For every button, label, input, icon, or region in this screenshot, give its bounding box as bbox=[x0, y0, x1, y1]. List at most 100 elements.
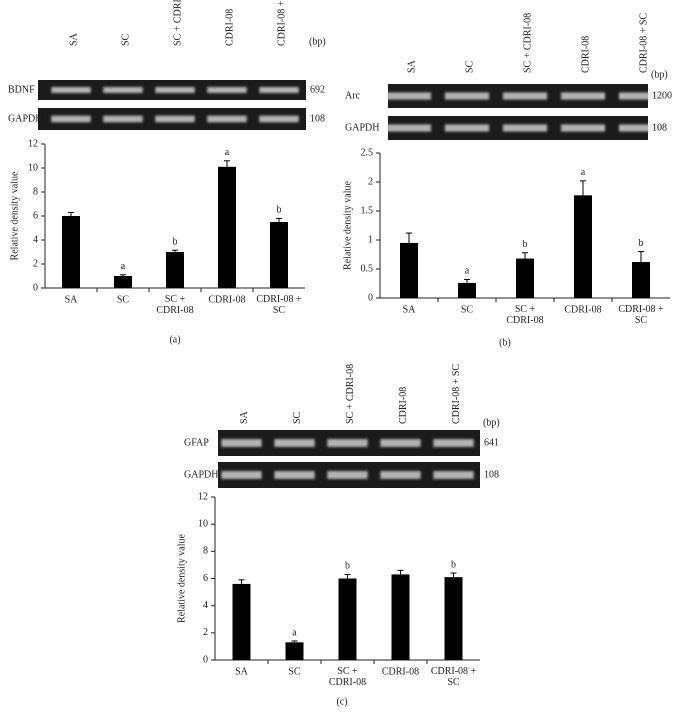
panel: Arc 1200 GAPDH 108 (bp) SA SC SC + CDRI-08 CDRI-… bbox=[342, 13, 672, 349]
gel-band bbox=[221, 471, 262, 479]
bp-label: 108 bbox=[652, 122, 667, 133]
gel-band bbox=[221, 439, 262, 447]
x-tick-label: CDRI-08 bbox=[382, 666, 419, 677]
lane-label: CDRI-08 bbox=[224, 9, 235, 46]
gel-band bbox=[207, 115, 247, 123]
bar bbox=[218, 166, 236, 288]
y-tick-label: 12 bbox=[198, 491, 208, 502]
significance-letter: a bbox=[121, 261, 126, 272]
lane-label: CDRI-08 + SC bbox=[451, 364, 462, 424]
y-tick-label: 0 bbox=[203, 654, 208, 665]
lane-label: CDRI-08 + SC bbox=[638, 13, 649, 73]
gel-band bbox=[327, 471, 368, 479]
lane-label: SC + CDRI-08 bbox=[345, 364, 356, 424]
y-tick-label: 1.5 bbox=[361, 205, 374, 216]
gel-band bbox=[560, 124, 606, 132]
y-tick-label: 2 bbox=[368, 176, 373, 187]
significance-letter: b bbox=[451, 559, 456, 570]
y-tick-label: 10 bbox=[198, 518, 208, 529]
y-axis-label: Relative density value bbox=[9, 171, 20, 260]
bar bbox=[632, 262, 650, 298]
gel-band bbox=[380, 471, 421, 479]
y-tick-label: 12 bbox=[28, 138, 38, 149]
x-tick-label: SC + CDRI-08 bbox=[329, 666, 366, 688]
bp-label: 108 bbox=[310, 113, 325, 124]
gel-label: Arc bbox=[345, 90, 361, 101]
gel-label: GAPDH bbox=[184, 469, 218, 480]
significance-letter: b bbox=[345, 561, 350, 572]
panel-label: (a) bbox=[169, 334, 180, 345]
lane-label: SC + CDRI-08 bbox=[522, 13, 533, 73]
bar bbox=[232, 583, 251, 660]
panel-label: (b) bbox=[499, 337, 511, 348]
bar bbox=[516, 258, 534, 298]
y-axis-label: Relative density value bbox=[342, 181, 353, 270]
y-tick-label: 0 bbox=[33, 282, 38, 293]
y-tick-label: 10 bbox=[28, 162, 38, 173]
significance-letter: b bbox=[639, 238, 644, 249]
x-tick-label: SC bbox=[117, 294, 130, 305]
significance-letter: a bbox=[465, 266, 470, 277]
bar bbox=[391, 574, 410, 660]
gel-label: BDNF bbox=[8, 84, 35, 95]
bar bbox=[338, 578, 357, 660]
y-tick-label: 8 bbox=[33, 186, 38, 197]
lane-label: CDRI-08 bbox=[580, 36, 591, 73]
bar bbox=[574, 195, 592, 298]
bar bbox=[400, 242, 418, 298]
gel-band bbox=[386, 92, 432, 100]
gel-band bbox=[502, 124, 548, 132]
bar bbox=[458, 282, 476, 298]
y-tick-label: 2 bbox=[33, 258, 38, 269]
y-tick-label: 0 bbox=[368, 292, 373, 303]
gel-band bbox=[155, 115, 195, 123]
gel-band bbox=[259, 115, 299, 123]
y-tick-label: 2 bbox=[203, 627, 208, 638]
significance-letter: a bbox=[292, 627, 297, 638]
gel-band bbox=[51, 115, 91, 123]
lane-label: SA bbox=[406, 59, 417, 73]
bp-label: 1200 bbox=[652, 90, 672, 101]
significance-letter: a bbox=[581, 167, 586, 178]
gel-label: GAPDH bbox=[345, 122, 379, 133]
x-tick-label: SC bbox=[461, 304, 474, 315]
lane-label: SC bbox=[120, 33, 131, 46]
bp-label: 641 bbox=[484, 437, 499, 448]
x-tick-label: CDRI-08 + SC bbox=[256, 294, 302, 316]
bar bbox=[166, 252, 184, 288]
lane-label: SA bbox=[68, 32, 79, 46]
bar bbox=[285, 642, 304, 660]
x-tick-label: CDRI-08 bbox=[564, 304, 601, 315]
significance-letter: b bbox=[173, 236, 178, 247]
gel-label: GFAP bbox=[184, 437, 209, 448]
y-tick-label: 6 bbox=[33, 210, 38, 221]
gel-band bbox=[380, 439, 421, 447]
gel-band bbox=[618, 92, 664, 100]
lane-label: CDRI-08 + SC bbox=[276, 0, 287, 46]
y-tick-label: 8 bbox=[203, 546, 208, 557]
bp-unit: (bp) bbox=[483, 417, 500, 428]
gel-band bbox=[51, 87, 91, 93]
y-tick-label: 2.5 bbox=[361, 147, 374, 158]
y-tick-label: 4 bbox=[33, 234, 38, 245]
gel-band bbox=[103, 115, 143, 123]
lane-label: SC bbox=[292, 411, 303, 424]
gel-band bbox=[502, 92, 548, 100]
significance-letter: b bbox=[523, 239, 528, 250]
gel-band bbox=[444, 124, 490, 132]
x-tick-label: SC bbox=[288, 666, 301, 677]
gel-label: GAPDH bbox=[8, 113, 42, 124]
y-axis-label: Relative density value bbox=[176, 534, 187, 623]
lane-label: SA bbox=[239, 410, 250, 424]
gel-band bbox=[433, 471, 474, 479]
y-tick-label: 4 bbox=[203, 600, 208, 611]
bar bbox=[270, 222, 288, 288]
bar bbox=[114, 276, 132, 288]
gel-band bbox=[155, 87, 195, 93]
x-tick-label: SA bbox=[403, 304, 417, 315]
gel-band bbox=[560, 92, 606, 100]
lane-label: SC bbox=[464, 60, 475, 73]
x-tick-label: SA bbox=[235, 666, 249, 677]
